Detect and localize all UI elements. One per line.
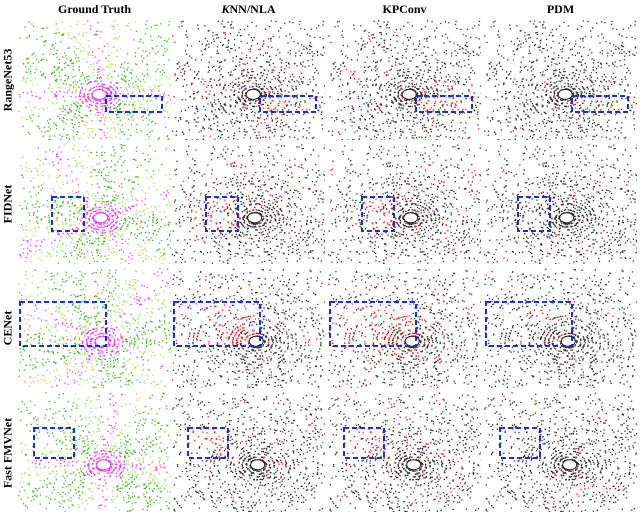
row-label-fidnet: FIDNet [0,184,15,224]
column-header-ground-truth: Ground Truth [57,2,132,16]
panel-rangenet53-knn-nla [172,20,325,140]
panel-fidnet-ground-truth [18,144,171,264]
row-label-fast-fmvnet: Fast FMVNet [0,417,15,489]
panel-cenet-knn-nla [172,268,325,388]
panel-fast-fmvnet-ground-truth [18,392,171,512]
panel-cenet-pdm [484,268,637,388]
panel-fidnet-knn-nla [172,144,325,264]
panel-rangenet53-ground-truth [18,20,171,140]
panel-fidnet-pdm [484,144,637,264]
panel-fast-fmvnet-pdm [484,392,637,512]
panel-cenet-ground-truth [18,268,171,388]
row-label-cenet: CENet [0,310,15,346]
panel-rangenet53-pdm [484,20,637,140]
column-header-kpconv: KPConv [382,2,427,16]
panel-fidnet-kpconv [328,144,481,264]
panel-fast-fmvnet-knn-nla [172,392,325,512]
column-header-pdm: PDM [546,2,575,16]
panel-fast-fmvnet-kpconv [328,392,481,512]
row-label-rangenet53: RangeNet53 [0,48,15,112]
panel-rangenet53-kpconv [328,20,481,140]
column-header-knn-nla: KNN/NLA [221,2,276,16]
panel-cenet-kpconv [328,268,481,388]
